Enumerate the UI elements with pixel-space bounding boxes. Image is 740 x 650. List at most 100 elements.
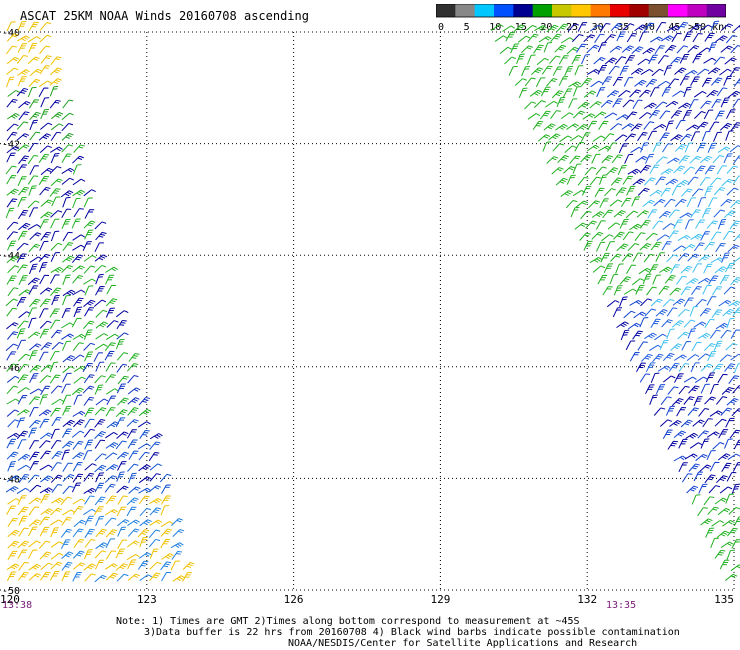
wind-barb	[658, 285, 670, 295]
wind-barb	[576, 43, 587, 53]
wind-barb	[577, 22, 588, 32]
wind-barb	[720, 97, 730, 108]
wind-barb	[5, 45, 17, 55]
wind-barb	[83, 255, 97, 262]
wind-barb	[51, 196, 61, 207]
wind-barb	[5, 165, 17, 175]
wind-barb	[647, 130, 657, 141]
wind-barb	[6, 146, 19, 154]
wind-barb	[83, 342, 95, 351]
wind-barb	[62, 355, 75, 363]
wind-barb	[568, 98, 578, 109]
wind-barb	[543, 42, 553, 53]
wind-barb	[106, 333, 119, 341]
wind-barb	[643, 102, 657, 109]
wind-barb	[704, 396, 716, 405]
wind-barb	[724, 363, 736, 372]
wind-barb	[588, 200, 600, 209]
wind-barb	[643, 177, 656, 186]
wind-barb	[713, 340, 723, 351]
wind-barb	[94, 439, 106, 449]
wind-barb	[594, 33, 605, 43]
wind-barb	[62, 274, 71, 286]
wind-barb	[640, 142, 649, 153]
wind-barb	[18, 527, 29, 537]
wind-barb	[127, 375, 139, 384]
wind-barb	[38, 261, 48, 273]
wind-barb	[681, 188, 693, 197]
wind-barb	[39, 394, 48, 405]
wind-barb	[621, 123, 635, 130]
wind-barb	[725, 342, 738, 351]
wind-barb	[61, 167, 75, 175]
wind-barb	[61, 440, 74, 449]
wind-barb	[104, 483, 116, 493]
wind-barb	[527, 113, 541, 120]
wind-barb	[61, 132, 74, 141]
wind-barb	[630, 68, 644, 75]
wind-barb	[598, 120, 609, 130]
wind-barb	[126, 419, 139, 427]
wind-barb	[28, 99, 40, 109]
wind-barb	[697, 277, 711, 284]
wind-barb	[6, 198, 18, 208]
wind-barb	[701, 130, 711, 142]
wind-barb	[62, 485, 74, 495]
wind-barb	[723, 210, 736, 219]
wind-barb	[40, 562, 53, 570]
wind-barb	[688, 463, 700, 472]
wind-barb	[149, 473, 161, 482]
wind-barb	[729, 67, 740, 77]
wind-barb	[686, 485, 699, 494]
wind-barb	[82, 385, 95, 394]
wind-barb	[83, 450, 93, 461]
wind-barb	[571, 54, 581, 65]
wind-barb	[622, 175, 634, 185]
wind-barb	[596, 241, 606, 252]
wind-barb	[39, 418, 50, 429]
wind-barb	[733, 439, 740, 450]
wind-barb	[637, 58, 650, 66]
wind-barb	[591, 211, 605, 218]
wind-barb	[626, 33, 637, 43]
wind-barb	[28, 573, 41, 581]
wind-barb	[82, 362, 93, 373]
wind-barb	[29, 68, 42, 77]
wind-barb	[72, 275, 84, 284]
wind-barb	[40, 211, 53, 219]
wind-barb	[586, 69, 600, 76]
wind-barb	[706, 450, 716, 461]
wind-barb	[6, 56, 20, 65]
wind-barb	[38, 253, 51, 263]
wind-barb	[640, 298, 652, 307]
wind-barb	[559, 135, 572, 143]
legend-swatch	[629, 4, 650, 17]
wind-barb	[580, 132, 591, 142]
wind-barb	[128, 486, 141, 494]
legend-swatch	[706, 4, 726, 17]
wind-barb	[5, 343, 18, 351]
wind-barb	[630, 123, 643, 132]
wind-barb	[674, 373, 684, 383]
wind-barb	[39, 22, 52, 31]
wind-barb	[116, 471, 125, 482]
wind-barb	[72, 440, 84, 450]
wind-barb	[27, 175, 39, 185]
wind-barb	[652, 274, 661, 285]
wind-barb	[727, 244, 740, 253]
wind-barb	[683, 396, 695, 405]
wind-barb	[17, 439, 27, 450]
wind-barb	[40, 342, 53, 351]
wind-barb	[558, 76, 569, 86]
wind-barb	[28, 142, 39, 152]
wind-barb	[650, 318, 661, 328]
wind-barb	[670, 343, 683, 351]
wind-barb	[83, 508, 96, 516]
wind-barb	[95, 333, 109, 340]
wind-barb	[693, 91, 707, 98]
wind-barb	[49, 319, 61, 329]
wind-barb	[40, 108, 50, 120]
wind-barb	[60, 539, 71, 550]
wind-barb	[128, 450, 139, 460]
wind-barb	[616, 114, 629, 121]
